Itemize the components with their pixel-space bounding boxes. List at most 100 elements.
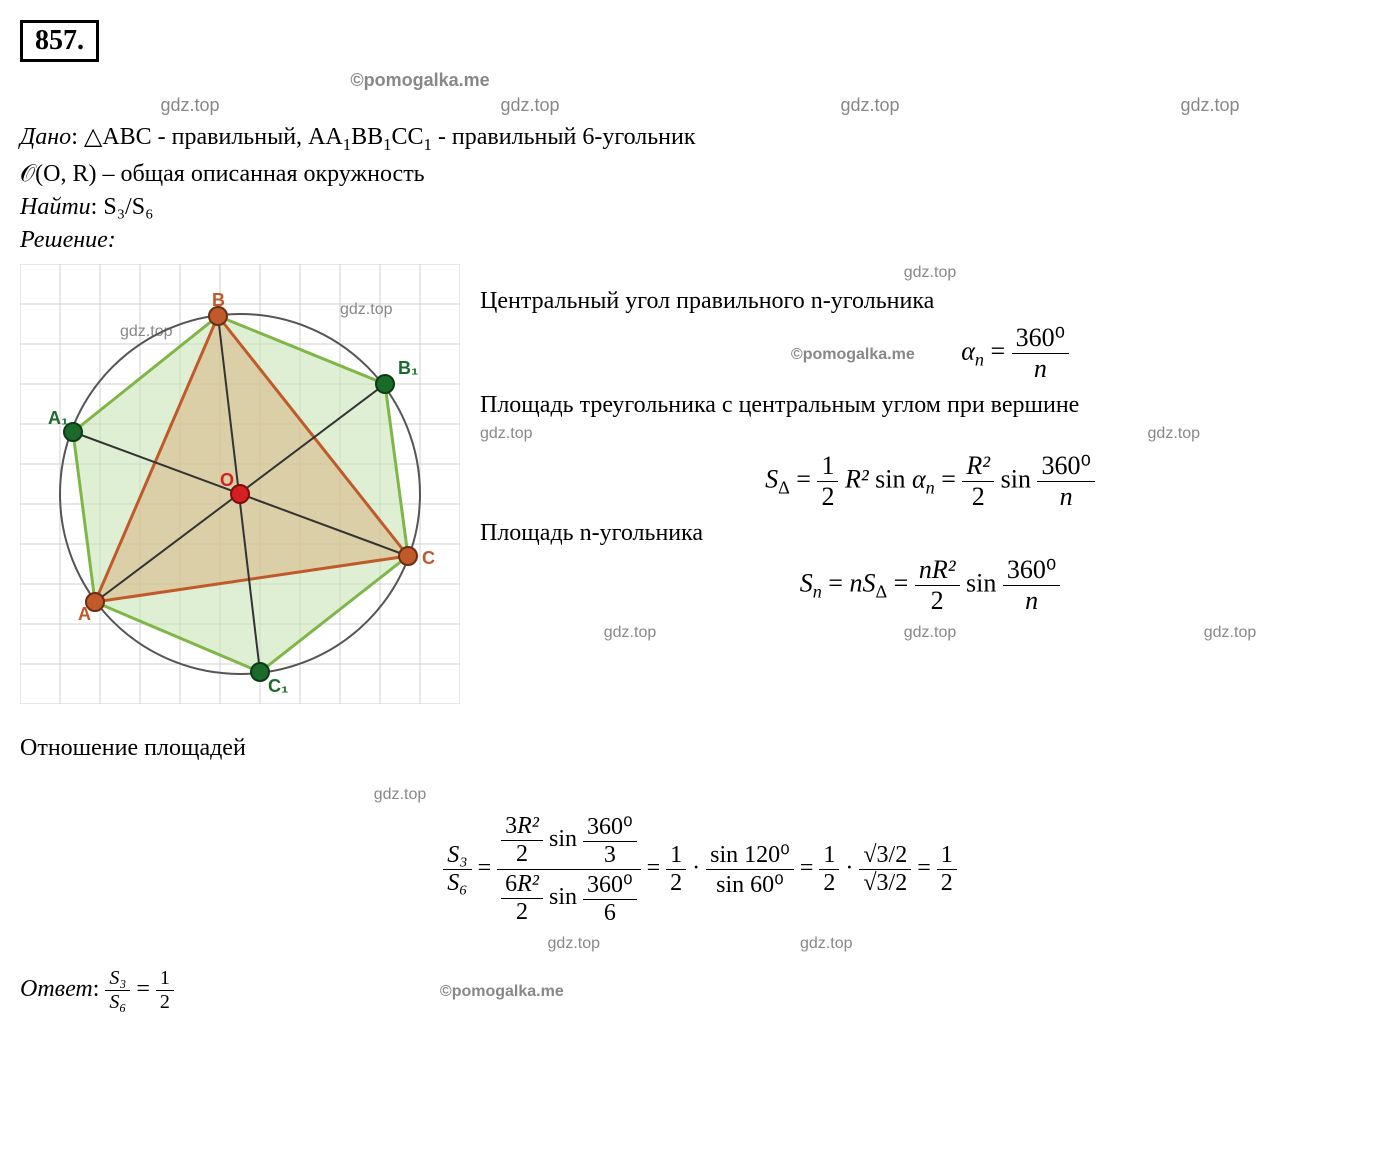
- numerator: R²: [962, 451, 994, 482]
- given-text: BB: [351, 124, 383, 150]
- given-text: : △ABC - правильный,: [71, 124, 308, 150]
- formula-s-delta: SΔ = 12 R² sin αn = R²2 sin 360⁰n: [480, 451, 1380, 512]
- formula-part: sin: [1001, 464, 1031, 493]
- formula-part: S: [765, 464, 778, 493]
- formula-part: sin: [549, 826, 577, 852]
- given-line-1: Дано: △ABC - правильный, AA1BB1CC1 - пра…: [20, 122, 1380, 155]
- denominator: 2: [962, 482, 994, 512]
- formula-part: nS: [849, 568, 875, 597]
- watermark-pomogalka: ©pomogalka.me: [220, 70, 620, 91]
- solution-label: Решение:: [20, 227, 1380, 254]
- given-line-2: 𝒪(O, R) – общая описанная окружность: [20, 161, 1380, 188]
- formula-ratio: S₃ S₆ = 3R²2 sin 360⁰3 6R²2 sin 360⁰6 = …: [20, 812, 1380, 927]
- diagram-container: gdz.topgdz.topBB₁CC₁AA₁O: [20, 264, 460, 711]
- subscript: Δ: [778, 477, 790, 497]
- subscript: n: [975, 349, 984, 369]
- geometry-diagram: gdz.topgdz.topBB₁CC₁AA₁O: [20, 264, 460, 704]
- denominator: 2: [819, 870, 839, 897]
- numerator: 360⁰: [1037, 451, 1094, 482]
- formula-part: α: [961, 336, 975, 365]
- formula-part: R²: [517, 871, 539, 897]
- denominator: 2: [666, 870, 686, 897]
- watermark-gdz: gdz.top: [160, 95, 219, 116]
- given-label: Дано: [20, 124, 71, 150]
- subscript: Δ: [875, 581, 887, 601]
- find-line: Найти: S₃/S₆: [20, 194, 1380, 221]
- formula-part: 6: [583, 900, 637, 927]
- formula-part: sin: [875, 464, 905, 493]
- numerator: 360⁰: [1012, 323, 1069, 354]
- watermark-gdz: gdz.top: [500, 95, 559, 116]
- given-text: CC: [392, 124, 424, 150]
- formula-part: 2: [501, 841, 543, 868]
- formula-part: 360⁰: [583, 812, 637, 842]
- numerator: √3/2: [859, 842, 911, 870]
- watermark-gdz: gdz.top: [548, 935, 600, 953]
- given-text: AA: [308, 124, 343, 150]
- watermark-pomogalka: ©pomogalka.me: [791, 346, 915, 363]
- denominator: 2: [937, 870, 957, 897]
- denominator: √3/2: [859, 870, 911, 897]
- formula-part: 3: [583, 842, 637, 869]
- numerator: S₃: [105, 967, 130, 991]
- formula-part: α: [912, 464, 926, 493]
- denominator: 2: [915, 586, 960, 616]
- watermark-gdz: gdz.top: [1204, 624, 1256, 642]
- text-triangle-area: Площадь треугольника с центральным углом…: [480, 392, 1380, 419]
- numerator: 1: [819, 842, 839, 870]
- denominator: n: [1037, 482, 1094, 512]
- watermark-gdz: gdz.top: [480, 425, 532, 443]
- denominator: S₆: [443, 870, 471, 897]
- numerator: 360⁰: [1003, 555, 1060, 586]
- watermark-gdz: gdz.top: [904, 624, 956, 642]
- numerator: 1: [937, 842, 957, 870]
- numerator: sin 120⁰: [706, 840, 794, 870]
- denominator: S₆: [105, 991, 130, 1014]
- answer-line: Ответ: S₃S₆ = 12 ©pomogalka.me: [20, 967, 1380, 1014]
- numerator: S₃: [443, 842, 471, 870]
- svg-text:A₁: A₁: [48, 408, 68, 428]
- text-ratio: Отношение площадей: [20, 735, 1380, 762]
- subscript: 1: [424, 135, 432, 154]
- answer-label: Ответ: [20, 976, 93, 1002]
- formula-part: R²: [517, 813, 539, 839]
- subscript: n: [813, 581, 822, 601]
- find-label: Найти: [20, 194, 91, 220]
- svg-text:C: C: [422, 548, 435, 568]
- watermark-gdz: gdz.top: [20, 786, 1380, 804]
- svg-text:B: B: [212, 290, 225, 310]
- svg-text:gdz.top: gdz.top: [340, 301, 393, 318]
- denominator: sin 60⁰: [706, 870, 794, 899]
- watermark-gdz: gdz.top: [1148, 425, 1200, 443]
- subscript: 1: [343, 135, 351, 154]
- denominator: 6R²2 sin 360⁰6: [497, 870, 641, 927]
- numerator: 1: [666, 842, 686, 870]
- formula-part: 3: [505, 813, 517, 839]
- problem-number: 857.: [20, 20, 99, 62]
- formula-alpha: ©pomogalka.me αn = 360⁰n: [480, 323, 1380, 384]
- denominator: n: [1012, 354, 1069, 384]
- formula-part: 6: [505, 871, 517, 897]
- denominator: 2: [817, 482, 838, 512]
- subscript: n: [926, 477, 935, 497]
- numerator: 1: [817, 451, 838, 482]
- find-expr: : S₃/S₆: [91, 194, 154, 220]
- watermark-gdz: gdz.top: [604, 624, 656, 642]
- watermark-gdz: gdz.top: [800, 935, 852, 953]
- watermark-gdz: gdz.top: [840, 95, 899, 116]
- denominator: 2: [156, 991, 174, 1014]
- svg-text:A: A: [78, 604, 91, 624]
- svg-text:B₁: B₁: [398, 358, 418, 378]
- watermark-row-1: gdz.top gdz.top gdz.top gdz.top: [20, 95, 1380, 116]
- watermark-gdz: gdz.top: [374, 786, 426, 803]
- formula-part: sin: [549, 884, 577, 910]
- svg-text:C₁: C₁: [268, 676, 288, 696]
- formula-part: S: [800, 568, 813, 597]
- formula-sn: Sn = nSΔ = nR²2 sin 360⁰n: [480, 555, 1380, 616]
- text-central-angle: Центральный угол правильного n-угольника: [480, 288, 1380, 315]
- subscript: 1: [383, 135, 391, 154]
- watermark-gdz: gdz.top: [1180, 95, 1239, 116]
- formula-part: 2: [501, 899, 543, 926]
- denominator: n: [1003, 586, 1060, 616]
- numerator: nR²: [915, 555, 960, 586]
